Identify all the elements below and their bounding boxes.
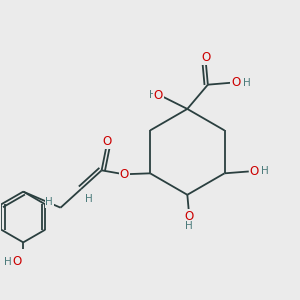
Text: H: H — [46, 197, 53, 207]
Text: H: H — [261, 167, 268, 176]
Text: H: H — [85, 194, 92, 205]
Text: H: H — [185, 221, 193, 231]
Text: H: H — [148, 90, 156, 100]
Text: O: O — [231, 76, 240, 89]
Text: O: O — [250, 165, 259, 178]
Text: H: H — [4, 257, 12, 267]
Text: O: O — [13, 255, 22, 268]
Text: O: O — [154, 88, 163, 102]
Text: H: H — [243, 78, 250, 88]
Text: O: O — [201, 51, 211, 64]
Text: O: O — [120, 168, 129, 181]
Text: O: O — [184, 210, 194, 223]
Text: O: O — [102, 135, 112, 148]
